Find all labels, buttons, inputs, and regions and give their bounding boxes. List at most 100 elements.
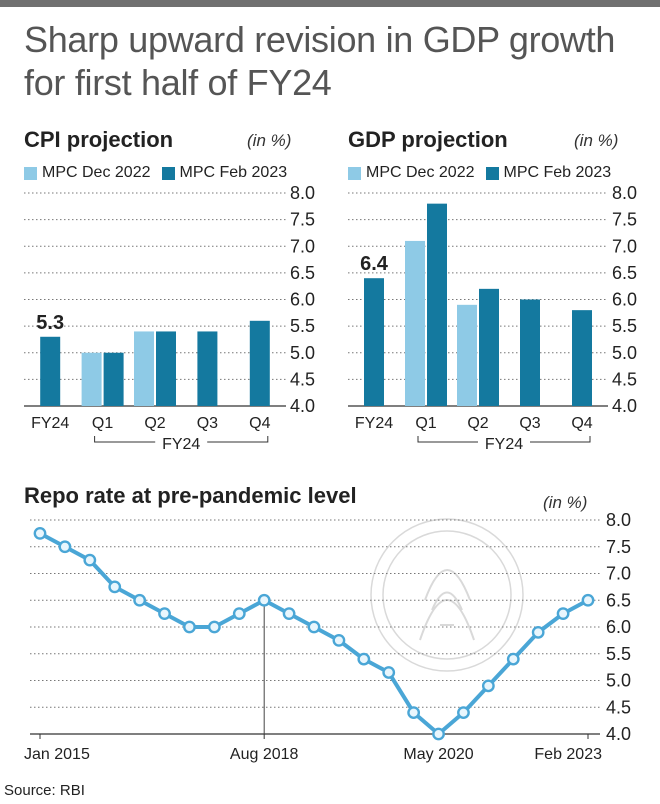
x-tick-label: May 2020 (403, 746, 473, 763)
legend-swatch (161, 166, 175, 180)
x-tick-label: Q1 (415, 415, 436, 432)
repo-point (158, 607, 171, 621)
y-tick-label: 6.0 (290, 290, 315, 310)
y-tick-label: 7.5 (606, 537, 631, 557)
y-tick-label: 5.0 (606, 671, 631, 691)
y-tick-label: 7.0 (290, 236, 315, 256)
bar-feb2023-q1 (103, 352, 124, 406)
repo-point (282, 607, 296, 621)
y-tick-label: 5.0 (290, 343, 315, 363)
x-tick-label: Q4 (249, 415, 270, 432)
x-tick-label: Aug 2018 (230, 746, 299, 763)
bar-feb2023-q1 (427, 203, 447, 406)
y-tick-label: 4.0 (290, 396, 315, 416)
repo-point (133, 593, 147, 607)
repo-point (581, 593, 595, 607)
legend-swatch (348, 166, 361, 180)
y-tick-label: 7.0 (612, 236, 637, 256)
top-rule (0, 0, 660, 7)
repo-point (58, 540, 72, 554)
x-tick-label: FY24 (31, 415, 69, 432)
y-tick-label: 6.5 (290, 263, 315, 283)
source-note: Source: RBI (4, 782, 85, 799)
repo-point (257, 593, 271, 607)
x-tick-label: Q2 (144, 415, 165, 432)
gdp-chart: 8.0 7.5 7.0 6.5 6.0 5.5 5.0 4.5 4.0 FY24 Q1 Q2 Q3 Q4 6… (348, 183, 637, 453)
y-tick-label: 4.5 (606, 697, 631, 717)
repo-point (506, 652, 520, 666)
repo-point (33, 526, 47, 540)
group-label-bg (155, 436, 208, 450)
legend-swatch (24, 166, 37, 180)
y-tick-label: 4.0 (606, 724, 631, 744)
y-tick-label: 7.5 (612, 210, 637, 230)
cpi-chart-title: CPI projection (24, 127, 174, 152)
repo-point (183, 620, 196, 634)
repo-point (83, 553, 97, 567)
legend-label: MPC Feb 2023 (179, 164, 288, 181)
gdp-legend-feb2023: MPC Feb 2023 (485, 164, 612, 182)
repo-chart-title: Repo rate at pre-pandemic level (24, 483, 357, 508)
legend-label: MPC Dec 2022 (42, 164, 151, 181)
x-tick-label: Jan 2015 (24, 746, 90, 763)
group-label: FY24 (485, 436, 523, 453)
repo-point (232, 607, 246, 621)
y-tick-label: 5.5 (606, 644, 631, 664)
bar-feb2023-q2 (156, 331, 176, 406)
x-tick-label: Q3 (197, 415, 218, 432)
legend-label: MPC Dec 2022 (366, 164, 475, 181)
cpi-legend: MPC Dec 2022 MPC Feb 2023 (24, 164, 298, 182)
bar-feb2023-q4 (249, 320, 270, 406)
bar-feb2023-q3 (197, 331, 218, 406)
bar-feb2023-fy24 (364, 278, 384, 406)
y-tick-label: 4.5 (290, 369, 315, 389)
cpi-legend-feb2023: MPC Feb 2023 (161, 164, 288, 182)
repo-point (307, 620, 321, 634)
rbi-emblem-watermark (370, 518, 524, 672)
repo-point (481, 679, 495, 693)
group-label-bg (478, 436, 530, 450)
y-tick-label: 6.5 (612, 263, 637, 283)
data-label: 6.4 (360, 253, 389, 275)
y-tick-label: 8.0 (612, 183, 637, 203)
repo-point (531, 625, 545, 639)
page-title: Sharp upward revision in GDP growth for … (24, 19, 616, 103)
y-tick-label: 6.5 (606, 590, 631, 610)
gdp-chart-title: GDP projection (348, 127, 508, 152)
gdp-legend: MPC Dec 2022 MPC Feb 2023 (348, 164, 622, 182)
y-tick-label: 5.5 (290, 316, 315, 336)
y-tick-label: 4.0 (612, 396, 637, 416)
legend-label: MPC Feb 2023 (503, 164, 612, 181)
group-label: FY24 (162, 436, 200, 453)
repo-point (432, 727, 445, 741)
bar-dec2022-q2 (457, 304, 477, 406)
x-tick-label: Q2 (467, 415, 488, 432)
y-tick-label: 5.5 (612, 316, 637, 336)
repo-point (407, 706, 421, 719)
data-label: 5.3 (36, 312, 64, 334)
bar-dec2022-q1 (81, 352, 102, 406)
gdp-legend-dec2022: MPC Dec 2022 (348, 164, 475, 182)
x-tick-label: Q1 (92, 415, 113, 432)
repo-point (382, 666, 396, 679)
bar-feb2023-q4 (572, 310, 592, 406)
cpi-legend-dec2022: MPC Dec 2022 (24, 164, 151, 182)
bar-dec2022-q1 (405, 240, 425, 406)
y-tick-label: 8.0 (290, 183, 315, 203)
bar-feb2023-q2 (479, 288, 499, 406)
legend-swatch (485, 166, 499, 180)
y-tick-label: 6.0 (612, 290, 637, 310)
repo-unit-label: (in %) (543, 493, 588, 512)
cpi-chart: 8.0 7.5 7.0 6.5 6.0 5.5 5.0 4.5 4.0 FY24 Q1 Q2 Q3 Q4 5… (24, 183, 315, 453)
x-tick-label: Feb 2023 (534, 746, 602, 763)
x-tick-label: Q4 (571, 415, 592, 432)
repo-rate-line (39, 531, 589, 736)
y-tick-label: 5.0 (612, 343, 637, 363)
repo-point (108, 580, 122, 594)
bar-dec2022-q2 (134, 331, 154, 406)
y-tick-label: 7.0 (606, 564, 631, 584)
repo-chart: 8.0 7.5 7.0 6.5 6.0 5.5 5.0 4.5 4.0 Jan 2015 Aug 2… (24, 510, 631, 763)
bar-feb2023-fy24 (40, 336, 61, 406)
y-tick-label: 8.0 (606, 510, 631, 530)
